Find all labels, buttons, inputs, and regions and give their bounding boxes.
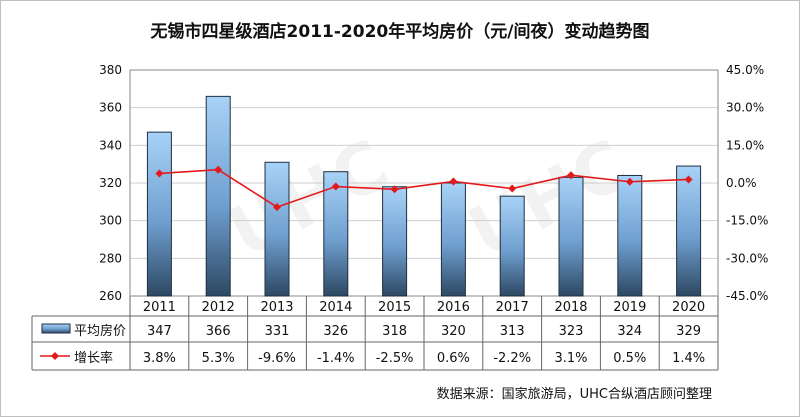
growth-point	[567, 171, 575, 180]
bar-value-label: 324	[617, 324, 642, 339]
y-right-tick-label: 0.0%	[726, 176, 757, 190]
growth-value-label: -9.6%	[258, 351, 296, 366]
bar	[676, 165, 702, 297]
y-right-tick-label: -45.0%	[726, 289, 768, 303]
bar-value-label: 329	[676, 324, 701, 339]
legend-key-bar	[41, 323, 71, 334]
growth-point	[508, 184, 517, 193]
growth-point	[625, 177, 634, 186]
growth-point	[273, 203, 281, 212]
bar	[264, 161, 290, 297]
growth-value-label: -2.5%	[376, 351, 414, 366]
y-left-tick-label: 340	[99, 138, 122, 152]
bar	[499, 195, 525, 297]
growth-value-label: 0.5%	[613, 351, 646, 366]
watermark-uhc: UHC	[456, 123, 642, 274]
bar-value-label: 347	[147, 324, 172, 339]
watermark-uhc: UHC	[216, 123, 402, 274]
y-right-tick-label: -30.0%	[726, 251, 768, 265]
y-right-tick-label: -15.0%	[726, 214, 768, 228]
bar-value-label: 326	[323, 324, 348, 339]
growth-value-label: 3.1%	[554, 351, 587, 366]
bar	[323, 171, 349, 297]
growth-value-label: -2.2%	[493, 351, 531, 366]
y-left-tick-label: 260	[99, 289, 122, 303]
x-tick-label: 2013	[260, 300, 293, 315]
legend-key-marker	[51, 352, 59, 360]
bar-value-label: 318	[382, 324, 407, 339]
bar	[382, 186, 408, 297]
x-tick-label: 2014	[319, 300, 352, 315]
x-tick-label: 2015	[378, 300, 411, 315]
y-left-tick-label: 300	[99, 214, 122, 228]
growth-value-label: 1.4%	[672, 351, 705, 366]
bar	[146, 131, 172, 297]
x-tick-label: 2011	[143, 300, 176, 315]
y-left-tick-label: 280	[99, 251, 122, 265]
growth-value-label: 5.3%	[202, 351, 235, 366]
growth-value-label: -1.4%	[317, 351, 355, 366]
growth-line	[159, 168, 689, 208]
x-tick-label: 2012	[202, 300, 235, 315]
chart-title: 无锡市四星级酒店2011-2020年平均房价（元/间夜）变动趋势图	[150, 22, 650, 42]
bar-value-label: 313	[500, 324, 525, 339]
growth-point	[155, 169, 164, 178]
growth-point	[684, 175, 693, 184]
growth-point	[449, 177, 458, 186]
y-left-tick-label: 360	[99, 101, 122, 115]
bar-value-label: 366	[206, 324, 231, 339]
x-tick-label: 2020	[672, 300, 705, 315]
growth-point	[214, 165, 223, 174]
legend-label-bar: 平均房价	[74, 323, 126, 339]
bar	[617, 174, 643, 297]
x-tick-label: 2016	[437, 300, 470, 315]
x-tick-label: 2018	[554, 300, 587, 315]
growth-value-label: 0.6%	[437, 351, 470, 366]
source-note: 数据来源：国家旅游局，UHC合纵酒店顾问整理	[436, 387, 712, 402]
growth-point	[390, 185, 399, 194]
bar-value-label: 331	[265, 324, 290, 339]
growth-value-label: 3.8%	[143, 351, 176, 366]
y-left-tick-label: 380	[99, 63, 122, 77]
y-right-tick-label: 45.0%	[726, 63, 764, 77]
bar	[558, 176, 584, 297]
y-right-tick-label: 15.0%	[726, 138, 764, 152]
legend-label-line: 增长率	[74, 350, 113, 366]
bar-value-label: 323	[559, 324, 584, 339]
y-left-tick-label: 320	[99, 176, 122, 190]
bar	[440, 182, 466, 297]
y-right-tick-label: 30.0%	[726, 101, 764, 115]
bar-value-label: 320	[441, 324, 466, 339]
x-tick-label: 2017	[496, 300, 529, 315]
growth-point	[331, 182, 340, 191]
x-tick-label: 2019	[613, 300, 646, 315]
bar	[205, 95, 231, 297]
